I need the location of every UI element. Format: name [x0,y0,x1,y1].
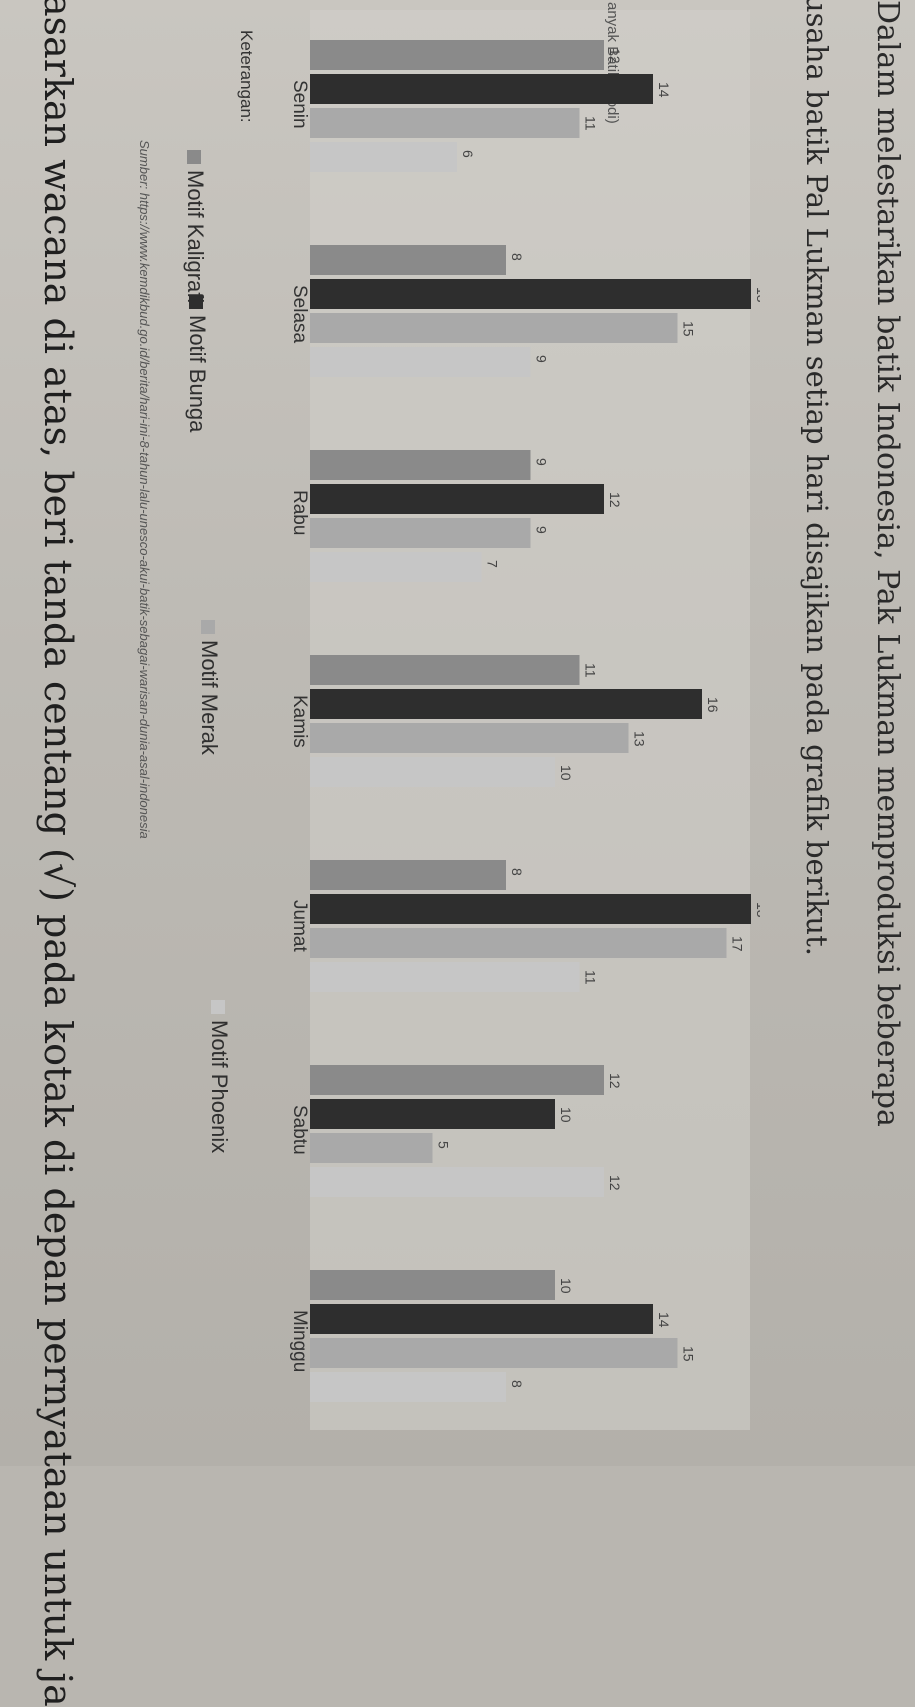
bar-label-sabtu-3: 12 [607,1175,623,1191]
bar-kamis-2 [310,723,629,753]
bar-label-selasa-2: 15 [681,321,697,337]
plot-area [310,10,750,1430]
bar-minggu-3 [310,1372,506,1402]
bar-label-sabtu-1: 10 [558,1107,574,1123]
category-label-minggu: Minggu [290,1310,310,1372]
bar-minggu-2 [310,1338,678,1368]
bar-label-selasa-0: 8 [509,253,525,261]
chart-source: Sumber: https://www.kemdikbud.go.id/beri… [137,140,152,839]
bar-rabu-1 [310,484,604,514]
bar-kamis-3 [310,757,555,787]
bar-label-minggu-1: 14 [656,1312,672,1328]
legend-swatch-phoenix [210,1000,225,1014]
bar-label-kamis-2: 13 [632,731,648,747]
bar-jumat-0 [310,860,506,890]
legend-label-bunga: Motif Bunga [185,315,210,433]
legend-label-kaligrafi: Motif Kaligrafi [183,170,208,304]
bar-label-jumat-1: 18 [754,902,760,918]
bar-label-minggu-2: 15 [681,1346,697,1362]
bar-label-senin-3: 6 [460,150,476,158]
bar-label-selasa-3: 9 [534,355,550,363]
category-label-sabtu: Sabtu [290,1105,310,1155]
chart-svg: anyak Batik (Kodi)1214116Senin818159Sela… [289,2,770,1430]
category-label-senin: Senin [290,80,310,129]
legend-item-phoenix: Motif Phoenix [206,1000,232,1153]
bar-label-senin-2: 11 [583,116,599,131]
bar-selasa-3 [310,347,531,377]
intro-line-2: usaha batik Pal Lukman setiap hari disaj… [800,0,834,956]
bar-sabtu-2 [310,1133,433,1163]
bar-label-minggu-0: 10 [558,1278,574,1294]
bar-label-kamis-1: 16 [705,697,721,713]
bar-selasa-0 [310,245,506,275]
bar-label-rabu-3: 7 [485,560,501,568]
bar-label-senin-1: 14 [656,82,672,98]
category-label-selasa: Selasa [290,285,310,344]
bar-rabu-3 [310,552,482,582]
category-label-kamis: Kamis [290,695,310,748]
category-label-rabu: Rabu [290,490,310,535]
bar-label-rabu-2: 9 [534,526,550,534]
bar-senin-3 [310,142,457,172]
bar-label-jumat-2: 17 [730,936,746,952]
legend-label-merak: Motif Merak [197,640,222,755]
bar-kamis-0 [310,655,580,685]
bar-jumat-1 [310,894,751,924]
bar-jumat-3 [310,962,580,992]
bar-label-jumat-3: 11 [583,970,599,985]
bar-kamis-1 [310,689,702,719]
legend-swatch-kaligrafi [186,150,201,164]
legend-swatch-merak [200,620,215,634]
legend-item-merak: Motif Merak [196,620,222,755]
bar-rabu-2 [310,518,531,548]
bar-label-rabu-0: 9 [534,458,550,466]
bar-selasa-1 [310,279,751,309]
intro-line-1: Dalam melestarikan batik Indonesia, Pak … [870,0,905,1127]
production-chart: anyak Batik (Kodi) 12 14 11 6 Senin 8 18 15 9 Sela… [289,0,770,1470]
bar-senin-2 [310,108,580,138]
bar-label-minggu-3: 8 [509,1380,525,1388]
bar-label-sabtu-0: 12 [607,1073,623,1089]
instruction-line: asarkan wacana di atas, beri tanda centa… [36,0,80,1707]
bar-senin-1 [310,74,653,104]
bar-label-sabtu-2: 5 [436,1141,452,1149]
bar-label-kamis-3: 10 [558,765,574,781]
bar-label-rabu-1: 12 [607,492,623,508]
bar-sabtu-1 [310,1099,555,1129]
category-label-jumat: Jumat [290,900,310,952]
legend-item-bunga: Motif Bunga [184,295,210,432]
bar-minggu-1 [310,1304,653,1334]
bar-selasa-2 [310,313,678,343]
legend-title: Keterangan: [237,30,256,123]
bar-label-senin-0: 12 [607,48,623,64]
legend-swatch-bunga [188,295,203,309]
bar-sabtu-3 [310,1167,604,1197]
bar-label-jumat-0: 8 [509,868,525,876]
legend-item-kaligrafi: Motif Kaligrafi [182,150,208,303]
bar-minggu-0 [310,1270,555,1300]
bar-sabtu-0 [310,1065,604,1095]
bar-rabu-0 [310,450,531,480]
legend-label-phoenix: Motif Phoenix [207,1020,232,1154]
bar-label-selasa-1: 18 [754,287,760,303]
bar-label-kamis-0: 11 [583,663,599,678]
bar-jumat-2 [310,928,727,958]
bar-senin-0 [310,40,604,70]
